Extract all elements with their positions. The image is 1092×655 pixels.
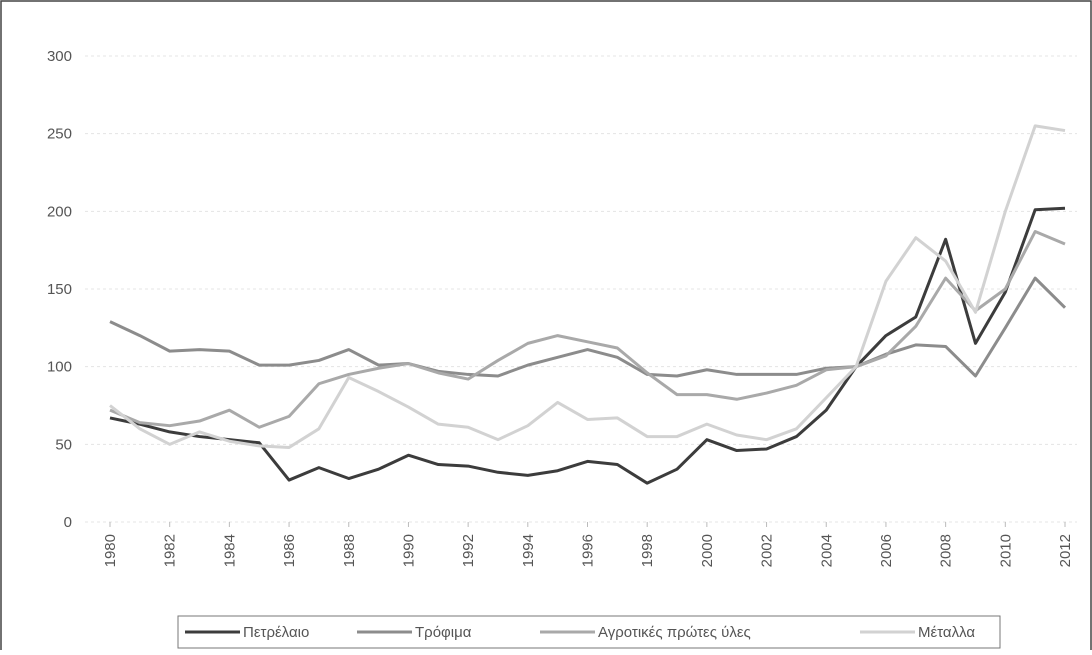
x-tick-label: 1992: [460, 534, 477, 567]
y-tick-label: 300: [47, 48, 72, 65]
x-tick-label: 2004: [818, 534, 835, 567]
y-tick-label: 50: [55, 436, 72, 453]
y-tick-label: 250: [47, 126, 72, 143]
x-tick-label: 2002: [759, 534, 776, 567]
x-tick-label: 2010: [997, 534, 1014, 567]
y-tick-label: 100: [47, 359, 72, 376]
x-tick-label: 1998: [639, 534, 656, 567]
series-line: [109, 276, 1067, 378]
x-tick-label: 1996: [580, 534, 597, 567]
x-tick-label: 1994: [520, 534, 537, 567]
x-tick-label: 2006: [878, 534, 895, 567]
x-tick-label: 1988: [341, 534, 358, 567]
series-line: [109, 124, 1066, 449]
x-tick-label: 2000: [699, 534, 716, 567]
series-line: [109, 206, 1066, 485]
legend-label: Μέταλλα: [918, 624, 975, 641]
x-tick-label: 1982: [162, 534, 179, 567]
y-tick-label: 150: [47, 281, 72, 298]
y-tick-label: 0: [64, 514, 72, 531]
series-line: [109, 230, 1066, 429]
x-tick-label: 1980: [102, 534, 119, 567]
x-tick-label: 1990: [400, 534, 417, 567]
x-tick-label: 2008: [938, 534, 955, 567]
x-tick-label: 2012: [1057, 534, 1074, 567]
legend-label: Πετρέλαιο: [243, 624, 309, 641]
legend-label: Αγροτικές πρώτες ύλες: [598, 624, 751, 641]
legend-label: Τρόφιμα: [415, 624, 472, 641]
y-tick-label: 200: [47, 203, 72, 220]
x-tick-label: 1984: [221, 534, 238, 567]
x-tick-label: 1986: [281, 534, 298, 567]
